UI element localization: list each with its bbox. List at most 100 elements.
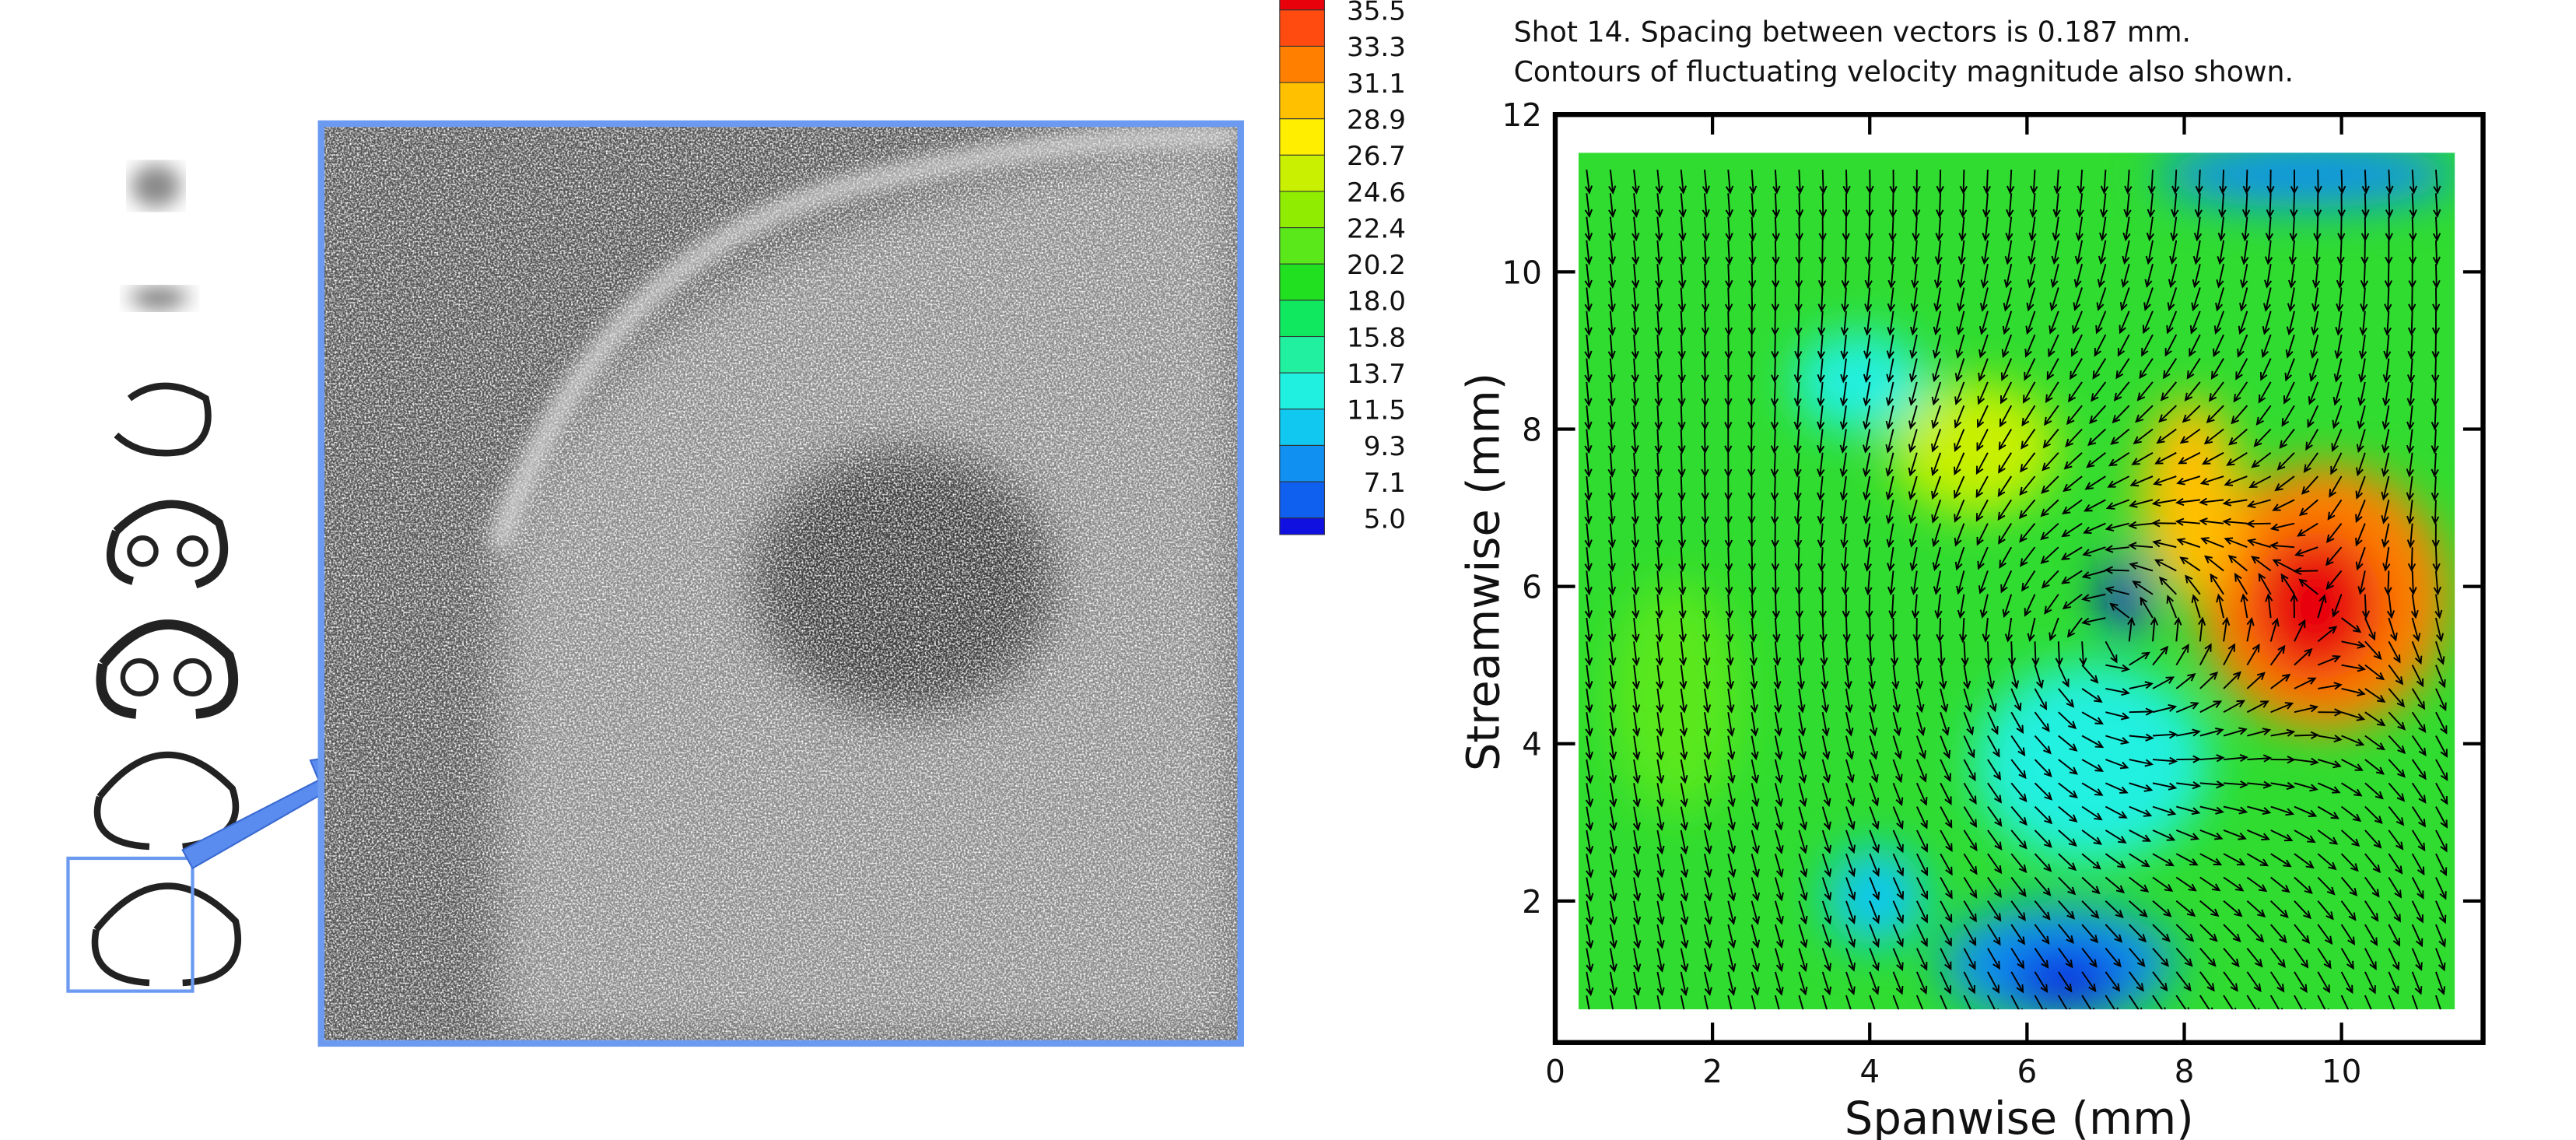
vector-arrow bbox=[2284, 358, 2295, 382]
vector-arrow bbox=[2128, 947, 2146, 967]
vector-arrow bbox=[1631, 335, 1639, 360]
vector-arrow bbox=[1987, 735, 2000, 758]
vector-arrow bbox=[2408, 240, 2417, 265]
vector-arrow bbox=[1795, 216, 1803, 242]
vector-arrow bbox=[2294, 805, 2318, 817]
vector-arrow bbox=[1748, 570, 1757, 596]
vector-arrow bbox=[2122, 216, 2131, 242]
vector-arrow bbox=[2408, 287, 2417, 313]
vector-arrow bbox=[1608, 617, 1617, 643]
vector-arrow bbox=[2129, 900, 2148, 918]
vector-arrow bbox=[1678, 216, 1687, 242]
vector-arrow bbox=[2058, 711, 2077, 730]
vector-arrow bbox=[2092, 358, 2107, 380]
vector-arrow bbox=[2005, 216, 2013, 242]
vector-arrow bbox=[2132, 581, 2154, 595]
vector-arrow bbox=[1954, 429, 1965, 452]
vector-arrow bbox=[2058, 853, 2077, 872]
vector-arrow bbox=[2285, 334, 2295, 359]
vector-arrow bbox=[1774, 688, 1782, 714]
vector-arrow bbox=[1772, 594, 1781, 619]
vector-arrow bbox=[1963, 900, 1977, 923]
vector-arrow bbox=[1608, 712, 1617, 738]
vector-arrow bbox=[1976, 429, 1989, 452]
vector-arrow bbox=[1586, 948, 1594, 973]
vector-arrow bbox=[2193, 216, 2203, 242]
vector-arrow bbox=[1796, 665, 1805, 690]
vector-arrow bbox=[2246, 499, 2271, 509]
vector-arrow bbox=[2294, 971, 2308, 994]
vector-arrow bbox=[2073, 287, 2084, 311]
vector-arrow bbox=[1817, 405, 1825, 430]
vector-arrow bbox=[2081, 830, 2102, 845]
colorbar-label: 11.5 bbox=[1347, 395, 1406, 426]
vector-arrow bbox=[1677, 476, 1686, 502]
vector-arrow bbox=[2226, 451, 2248, 466]
vector-arrow bbox=[1747, 310, 1756, 336]
vector-arrow bbox=[1963, 688, 1973, 713]
vector-arrow bbox=[1931, 405, 1942, 430]
vector-arrow bbox=[1585, 783, 1594, 808]
vector-arrow bbox=[2169, 240, 2178, 265]
vector-arrow bbox=[1607, 240, 1617, 265]
vector-arrow bbox=[1863, 310, 1872, 336]
vector-arrow bbox=[2433, 193, 2441, 219]
vector-arrow bbox=[1773, 665, 1782, 690]
vector-arrow bbox=[2266, 170, 2275, 195]
vector-arrow bbox=[1845, 712, 1854, 737]
y-tick-label: 12 bbox=[1502, 96, 1542, 134]
vector-arrow bbox=[1584, 334, 1593, 360]
vector-arrow bbox=[1912, 170, 1921, 195]
vector-arrow bbox=[1958, 193, 1968, 219]
vector-arrow bbox=[2459, 736, 2469, 758]
vector-arrow bbox=[2029, 193, 2038, 219]
vector-arrow bbox=[1770, 452, 1779, 478]
vector-arrow bbox=[2176, 1019, 2188, 1039]
vector-arrow bbox=[1863, 381, 1871, 407]
vector-arrow bbox=[1725, 169, 1734, 195]
vector-arrow bbox=[2167, 287, 2178, 311]
vector-arrow bbox=[2040, 522, 2059, 541]
vector-arrow bbox=[2459, 972, 2468, 994]
vector-arrow bbox=[1609, 783, 1617, 808]
vector-arrow bbox=[1844, 665, 1852, 690]
vector-arrow bbox=[2317, 994, 2329, 1010]
vector-arrow bbox=[1632, 806, 1641, 832]
vector-arrow bbox=[1774, 971, 1784, 996]
vector-arrow bbox=[2435, 665, 2446, 689]
vector-arrow bbox=[1610, 1019, 1616, 1041]
vector-arrow bbox=[1892, 735, 1902, 760]
vector-arrow bbox=[1915, 711, 1926, 737]
vector-arrow bbox=[1770, 381, 1779, 407]
vector-arrow bbox=[2034, 994, 2048, 1010]
x-tick-label: 0 bbox=[1545, 1053, 1565, 1090]
vector-arrow bbox=[1774, 830, 1784, 854]
vector-arrow bbox=[2340, 971, 2353, 994]
vector-arrow bbox=[1656, 735, 1664, 761]
vector-arrow bbox=[2311, 264, 2321, 289]
vector-arrow bbox=[1842, 594, 1850, 619]
vector-arrow bbox=[1915, 665, 1923, 690]
vector-arrow bbox=[2141, 334, 2154, 357]
vector-arrow bbox=[1631, 500, 1639, 525]
vector-arrow bbox=[1892, 853, 1905, 877]
vector-arrow bbox=[1631, 169, 1640, 195]
vector-arrow bbox=[1869, 688, 1877, 714]
vector-arrow bbox=[2191, 287, 2201, 312]
vector-arrow bbox=[1631, 193, 1640, 219]
vector-arrow bbox=[2364, 640, 2382, 661]
vector-arrow bbox=[1888, 594, 1897, 619]
vector-arrow bbox=[1654, 310, 1663, 336]
vector-arrow bbox=[1585, 759, 1593, 784]
vector-arrow bbox=[2129, 924, 2147, 943]
vector-arrow bbox=[1654, 452, 1663, 478]
vector-arrow bbox=[1724, 452, 1733, 478]
vector-arrow bbox=[1677, 429, 1686, 454]
vector-arrow bbox=[2001, 334, 2013, 359]
vector-arrow bbox=[2135, 405, 2154, 423]
vector-arrow bbox=[2247, 1019, 2258, 1039]
vector-arrow bbox=[1869, 830, 1880, 854]
vector-arrow bbox=[2152, 971, 2168, 992]
vector-arrow bbox=[1987, 688, 1997, 713]
vector-arrow bbox=[1586, 924, 1594, 949]
